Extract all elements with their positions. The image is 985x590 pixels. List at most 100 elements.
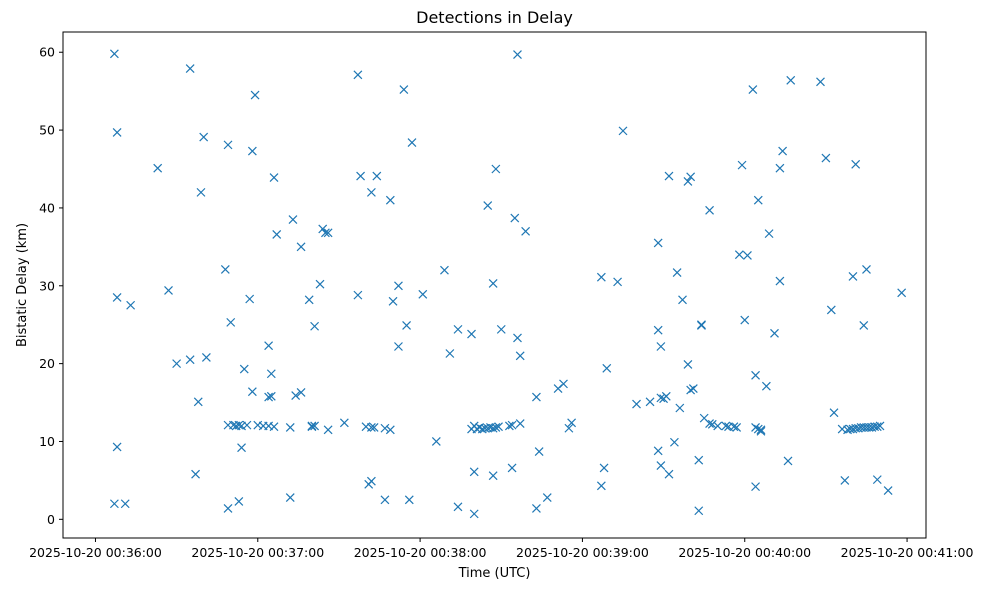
data-point [872, 422, 882, 432]
data-point [848, 272, 858, 281]
data-point [786, 75, 796, 85]
data-point [783, 456, 793, 466]
data-point [596, 272, 606, 282]
data-point [453, 324, 463, 334]
data-point [242, 420, 252, 430]
data-point [521, 226, 531, 236]
data-point [664, 171, 674, 181]
data-point [323, 425, 333, 435]
data-point [404, 495, 414, 505]
data-point [510, 213, 520, 223]
data-point [862, 265, 871, 274]
data-point [264, 392, 274, 402]
data-point [339, 418, 349, 428]
data-point [688, 384, 698, 393]
data-point [239, 364, 249, 374]
data-point [193, 397, 203, 407]
data-point [542, 493, 552, 502]
data-point [705, 419, 714, 428]
data-point [407, 138, 417, 147]
data-point [288, 215, 298, 225]
y-tick-label: 40 [39, 200, 55, 215]
data-point [223, 503, 233, 513]
data-point [883, 486, 893, 495]
data-point [380, 423, 390, 433]
data-point [272, 229, 282, 239]
data-point [201, 352, 211, 362]
data-point [172, 359, 182, 369]
x-tick-label: 2025-10-20 00:38:00 [354, 545, 487, 560]
data-point [310, 421, 320, 431]
data-point [613, 277, 623, 287]
y-tick-label: 30 [39, 278, 55, 293]
data-point [515, 351, 525, 361]
y-tick-label: 60 [39, 45, 55, 60]
data-point [269, 422, 279, 432]
data-point [513, 50, 522, 59]
data-point [756, 426, 766, 436]
data-point [153, 163, 163, 173]
data-point [618, 126, 628, 136]
data-point [751, 423, 760, 432]
data-point [366, 423, 376, 432]
data-point [310, 321, 320, 331]
data-point [296, 388, 306, 397]
data-point [353, 70, 363, 80]
data-point [683, 177, 693, 186]
data-point [897, 288, 907, 298]
data-point [445, 349, 455, 358]
data-point [453, 502, 463, 512]
data-point [250, 90, 260, 100]
data-point [664, 469, 674, 479]
data-point [488, 279, 498, 288]
data-point [675, 403, 685, 413]
data-point [266, 391, 276, 401]
data-point [266, 369, 276, 379]
data-point [564, 423, 574, 433]
data-point [567, 418, 577, 428]
x-tick-label: 2025-10-20 00:39:00 [516, 545, 649, 560]
data-point [602, 363, 612, 373]
data-point [705, 205, 714, 215]
data-point [513, 333, 522, 343]
data-point [494, 422, 503, 432]
data-point [496, 324, 506, 334]
data-point [653, 325, 663, 335]
data-point [369, 423, 379, 432]
data-point [469, 509, 479, 519]
plot-area [62, 31, 927, 539]
data-point [185, 355, 195, 365]
data-point [223, 140, 233, 150]
data-point [515, 419, 525, 428]
data-point [385, 425, 395, 435]
data-point [653, 238, 663, 248]
data-point [199, 132, 209, 142]
data-point [507, 463, 517, 473]
data-point [532, 392, 541, 402]
data-point [737, 160, 747, 170]
data-point [632, 399, 641, 409]
y-axis-ticks: 0 10 20 30 40 50 60 [39, 45, 63, 527]
data-point [697, 321, 706, 330]
data-point [872, 475, 882, 485]
data-point [532, 503, 541, 513]
y-tick-label: 50 [39, 123, 55, 138]
data-point [729, 422, 739, 432]
data-point [713, 421, 723, 431]
data-point [748, 85, 758, 95]
data-point [269, 173, 279, 182]
data-point [756, 425, 766, 435]
data-point [226, 317, 236, 327]
data-point [764, 229, 774, 239]
data-point [707, 419, 717, 429]
data-point [394, 281, 403, 291]
data-point [483, 201, 493, 211]
data-point [491, 423, 501, 432]
data-point [431, 437, 441, 446]
data-point [307, 422, 317, 432]
x-tick-label: 2025-10-20 00:41:00 [841, 545, 974, 560]
x-axis-ticks: 2025-10-20 00:36:00 2025-10-20 00:37:00 20… [29, 538, 973, 560]
data-point [185, 64, 195, 74]
data-point [467, 329, 476, 339]
data-point [656, 461, 666, 471]
